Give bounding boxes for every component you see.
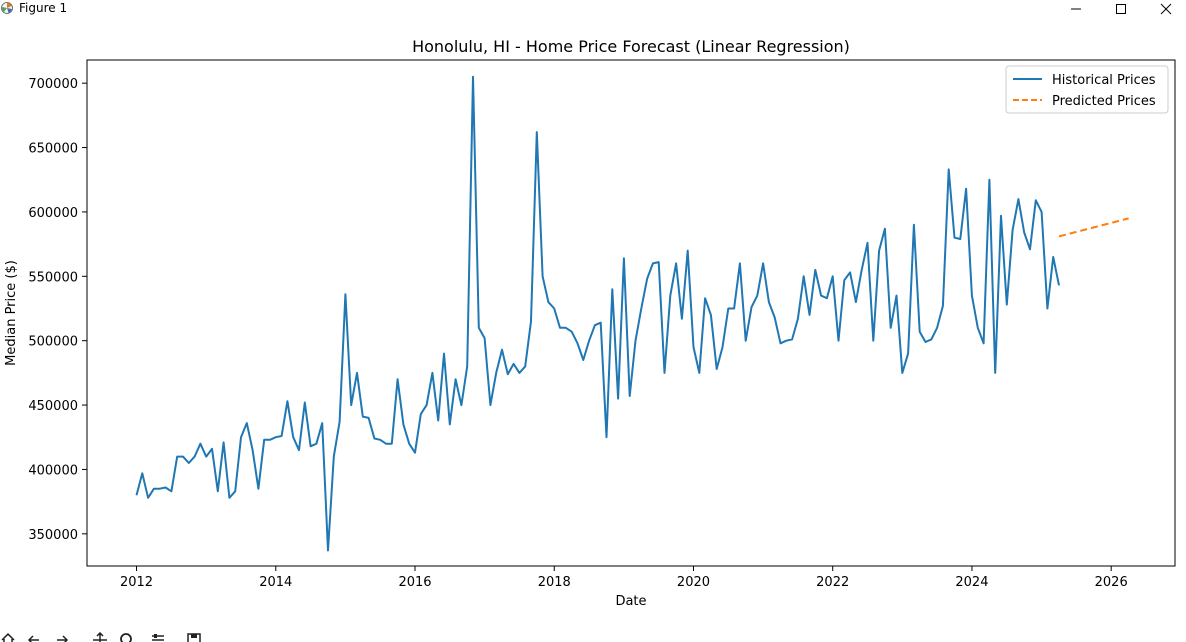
maximize-button[interactable]	[1098, 0, 1144, 18]
zoom-button[interactable]	[119, 632, 139, 642]
x-tick-label: 2014	[259, 575, 292, 590]
maximize-icon	[1116, 4, 1126, 14]
plot-area	[86, 59, 1176, 567]
close-icon	[1160, 3, 1172, 15]
minimize-icon	[1071, 8, 1081, 10]
historical-prices-line	[135, 75, 1060, 552]
configure-button[interactable]	[150, 632, 170, 642]
configure-icon	[152, 634, 164, 641]
x-tick-label: 2024	[955, 575, 988, 590]
y-tick-label: 450000	[28, 399, 78, 414]
home-button[interactable]	[0, 632, 20, 642]
matplotlib-icon	[1, 2, 13, 14]
y-tick-label: 500000	[28, 335, 78, 350]
home-icon	[1, 632, 15, 642]
x-axis-label: Date	[615, 594, 646, 609]
forward-icon	[57, 635, 69, 642]
y-tick-label: 550000	[28, 270, 78, 285]
legend-box	[1005, 65, 1169, 114]
axis-ticks: 2012 2014 2016 2018 2020 2022 2024 2026 350000 40…	[28, 77, 1127, 590]
predicted-prices-line	[1058, 217, 1129, 238]
x-tick-label: 2026	[1095, 575, 1128, 590]
forward-button[interactable]	[54, 632, 74, 642]
pan-icon	[93, 632, 107, 642]
minimize-button[interactable]	[1053, 0, 1099, 18]
y-tick-label: 600000	[28, 206, 78, 221]
series-lines	[135, 75, 1129, 552]
chart-canvas: Honolulu, HI - Home Price Forecast (Line…	[4, 37, 1176, 609]
y-tick-label: 650000	[28, 142, 78, 157]
back-icon	[27, 635, 39, 642]
window-titlebar: Figure 1	[0, 0, 1186, 18]
legend-label-historical: Historical Prices	[1052, 73, 1156, 88]
y-axis-label: Median Price ($)	[4, 260, 19, 366]
save-icon	[187, 633, 201, 642]
x-tick-label: 2022	[816, 575, 849, 590]
window-title: Figure 1	[19, 1, 68, 15]
y-tick-label: 350000	[28, 528, 78, 543]
x-tick-label: 2020	[677, 575, 710, 590]
zoom-icon	[120, 633, 132, 642]
chart-title: Honolulu, HI - Home Price Forecast (Line…	[412, 37, 850, 56]
y-tick-label: 400000	[28, 463, 78, 478]
back-button[interactable]	[26, 632, 46, 642]
legend: Historical Prices Predicted Prices	[1005, 65, 1169, 114]
pan-button[interactable]	[92, 632, 112, 642]
save-button[interactable]	[186, 632, 206, 642]
x-tick-label: 2016	[398, 575, 431, 590]
x-tick-label: 2012	[120, 575, 153, 590]
legend-label-predicted: Predicted Prices	[1052, 94, 1156, 109]
toolbar	[0, 632, 1186, 642]
close-button[interactable]	[1143, 0, 1186, 18]
y-tick-label: 700000	[28, 77, 78, 92]
x-tick-label: 2018	[538, 575, 571, 590]
